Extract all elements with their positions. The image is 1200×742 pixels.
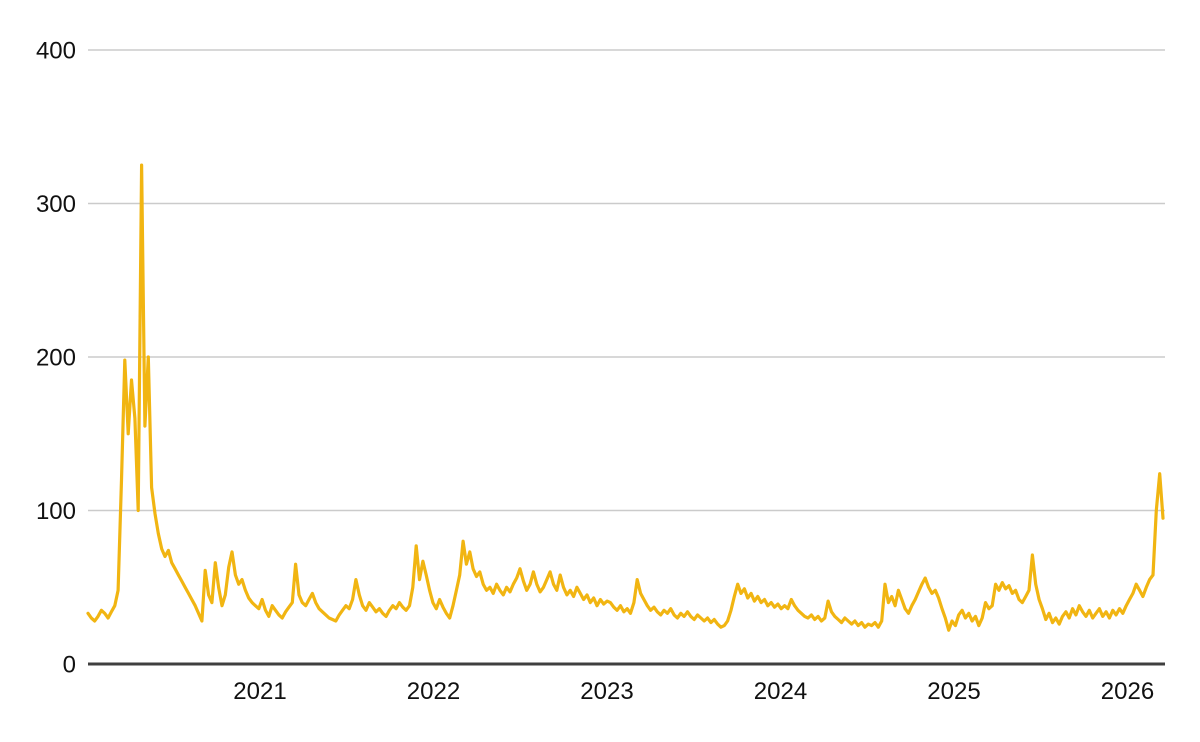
- y-tick-label-400: 400: [36, 38, 76, 65]
- y-tick-label-0: 0: [63, 652, 76, 679]
- series-line-volatility-index: [86, 163, 1165, 632]
- x-tick-label-2021: 2021: [233, 678, 286, 705]
- x-tick-label-2023: 2023: [580, 678, 633, 705]
- x-tick-label-2024: 2024: [754, 678, 807, 705]
- y-tick-label-100: 100: [36, 498, 76, 525]
- x-tick-label-2026: 2026: [1101, 678, 1154, 705]
- y-tick-label-300: 300: [36, 191, 76, 218]
- y-tick-label-200: 200: [36, 345, 76, 372]
- x-tick-label-2022: 2022: [407, 678, 460, 705]
- x-tick-label-2025: 2025: [927, 678, 980, 705]
